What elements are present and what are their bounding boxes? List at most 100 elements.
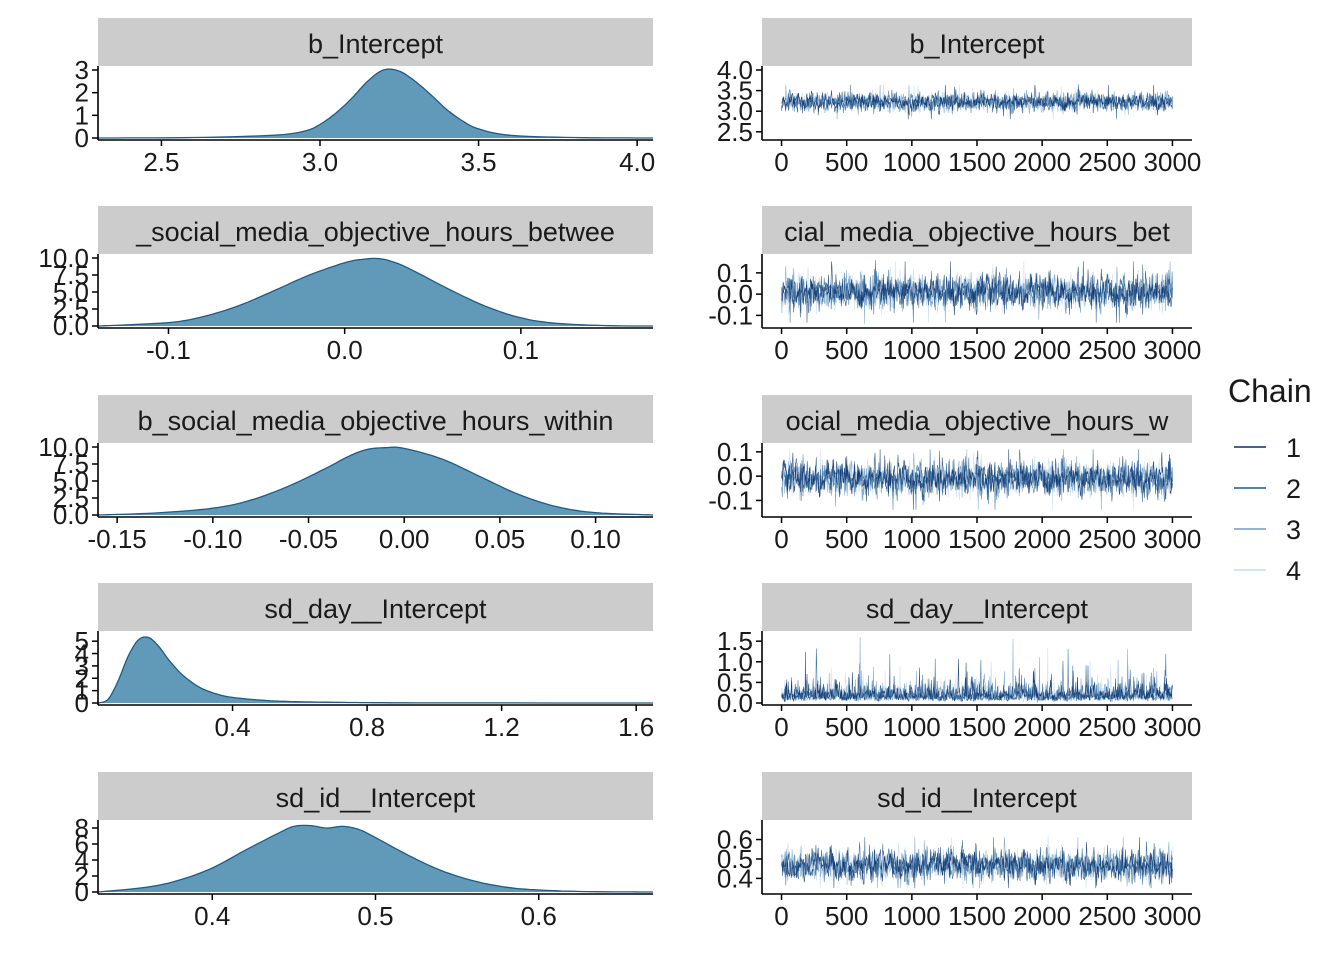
x-tick-label: 0.00 [379, 524, 430, 554]
legend-label-3: 3 [1286, 515, 1301, 545]
panel-4-density: b_social_media_objective_hours_within 0.0… [38, 395, 653, 554]
density-area [98, 825, 653, 892]
trace-lines [781, 835, 1173, 889]
y-tick-label: 5.0 [53, 466, 89, 496]
panel-9-trace: sd_id__Intercept 0.40.50.6 0 500 1000 1500 200… [717, 772, 1201, 931]
x-tick-label: 2500 [1078, 712, 1136, 742]
density-line [98, 446, 653, 516]
x-tick-label: 0.10 [570, 524, 621, 554]
x-tick-label: 1000 [883, 901, 941, 931]
y-tick-label: 0.0 [53, 500, 89, 530]
x-tick-label: 3000 [1144, 524, 1202, 554]
trace-chain-1 [781, 84, 1173, 120]
y-tick-label: 0.0 [53, 311, 89, 341]
facet-strip [98, 772, 653, 820]
y-tick-label: 0.6 [717, 825, 753, 855]
y-tick-label: 0.1 [717, 258, 753, 288]
x-tick-label: 3000 [1144, 147, 1202, 177]
trace-lines [781, 260, 1173, 324]
x-tick-label: 1500 [948, 335, 1006, 365]
x-tick-label: 3000 [1144, 335, 1202, 365]
x-tick-label: 2500 [1078, 147, 1136, 177]
panel-2-density: _social_media_objective_hours_betwee0.02… [38, 206, 653, 365]
x-tick-label: 2000 [1013, 524, 1071, 554]
facet-title: b_Intercept [909, 29, 1045, 59]
legend-label-2: 2 [1286, 474, 1301, 504]
y-tick-label: 2.5 [717, 117, 753, 147]
x-tick-label: -0.10 [183, 524, 242, 554]
facet-title: sd_day__Intercept [264, 594, 487, 624]
x-tick-label: 1000 [883, 335, 941, 365]
trace-chain-1 [781, 837, 1173, 889]
y-tick-label: 2 [75, 78, 89, 108]
y-tick-label: 4 [75, 639, 89, 669]
x-tick-label: 3.5 [460, 147, 496, 177]
x-tick-label: -0.15 [88, 524, 147, 554]
x-tick-label: 0 [774, 712, 788, 742]
x-tick-label: 1500 [948, 147, 1006, 177]
x-tick-label: 3.0 [302, 147, 338, 177]
y-tick-label: 0 [75, 123, 89, 153]
legend-label-1: 1 [1286, 433, 1301, 463]
density-area [98, 258, 653, 326]
x-tick-label: 2500 [1078, 335, 1136, 365]
y-tick-label: 0.4 [717, 863, 753, 893]
x-tick-label: 0.6 [521, 901, 557, 931]
y-tick-label: 0.1 [717, 437, 753, 467]
x-tick-label: 1500 [948, 712, 1006, 742]
x-tick-label: 0 [774, 335, 788, 365]
x-tick-label: 0.4 [194, 901, 230, 931]
facet-title: ocial_media_objective_hours_w [786, 406, 1169, 436]
y-tick-label: 1.0 [717, 647, 753, 677]
x-tick-label: 0 [774, 147, 788, 177]
x-tick-label: -0.1 [146, 335, 191, 365]
x-tick-label: 4.0 [619, 147, 655, 177]
x-tick-label: 1.2 [484, 712, 520, 742]
panel-3-trace: cial_media_objective_hours_bet -0.10.00.1… [708, 206, 1201, 365]
panel-7-trace: sd_day__Intercept 0.00.51.01.5 0 500 1000 150… [717, 583, 1201, 742]
density-area [98, 637, 653, 703]
facet-title: cial_media_objective_hours_bet [784, 217, 1170, 247]
y-tick-label: 2 [75, 861, 89, 891]
x-tick-label: 2000 [1013, 901, 1071, 931]
panel-1-trace: b_Intercept 2.53.03.54.0 0 500 1000 1500 2000 2… [717, 18, 1202, 177]
trace-chain-1 [781, 449, 1173, 510]
x-tick-label: 0.0 [327, 335, 363, 365]
trace-lines [781, 449, 1173, 511]
x-tick-label: 1500 [948, 524, 1006, 554]
x-tick-label: 2.5 [143, 147, 179, 177]
facet-title: b_Intercept [308, 29, 444, 59]
y-tick-label: 2 [75, 663, 89, 693]
trace-chain-2 [781, 837, 1173, 889]
density-area [98, 447, 653, 515]
facet-strip [762, 18, 1192, 66]
y-tick-label: 0.5 [717, 844, 753, 874]
x-tick-label: 0.5 [357, 901, 393, 931]
trace-chain-1 [781, 261, 1173, 323]
y-tick-label: 3 [75, 55, 89, 85]
x-tick-label: 500 [825, 901, 868, 931]
x-tick-label: 0.4 [214, 712, 250, 742]
y-tick-label: 0.0 [717, 279, 753, 309]
x-tick-label: 0.8 [349, 712, 385, 742]
y-tick-label: -0.1 [708, 300, 753, 330]
x-tick-label: 1000 [883, 712, 941, 742]
y-tick-label: 0.5 [717, 667, 753, 697]
y-tick-label: 10.0 [38, 243, 89, 273]
panel-5-trace: ocial_media_objective_hours_w -0.10.00.1 0… [708, 395, 1201, 554]
trace-lines [781, 84, 1173, 120]
facet-title: _social_media_objective_hours_betwee [135, 217, 615, 247]
y-tick-label: 6 [75, 829, 89, 859]
facet-title: b_social_media_objective_hours_within [138, 406, 614, 436]
density-line [98, 824, 653, 893]
y-tick-label: 1 [75, 100, 89, 130]
trace-chain-1 [781, 651, 1173, 703]
trace-lines [781, 637, 1173, 703]
x-tick-label: 0 [774, 901, 788, 931]
x-tick-label: 500 [825, 712, 868, 742]
legend-title: Chain [1228, 373, 1312, 409]
y-tick-label: -0.1 [708, 485, 753, 515]
